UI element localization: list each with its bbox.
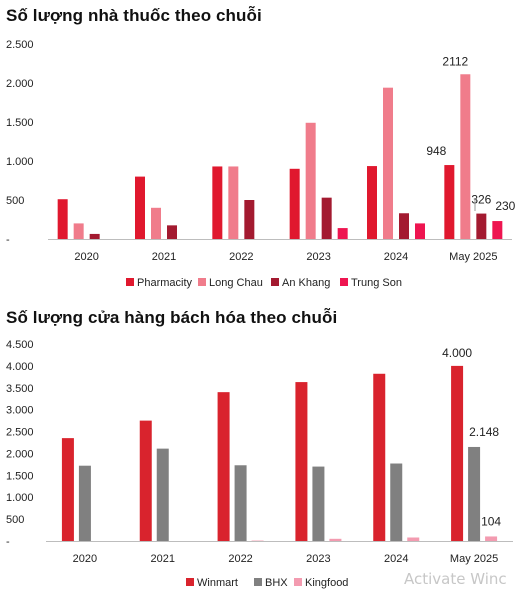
bar-an-khang-2020: [89, 233, 100, 239]
bar-an-khang-2022: [244, 200, 255, 239]
pharmacy-chain-chart: 2.500 2.000 1.500 1.000 500 - 2020 2021 2022 2023…: [6, 39, 516, 289]
data-label: 4.000: [442, 346, 472, 360]
x-tick-label: May 2025: [449, 251, 497, 263]
data-label: 326: [471, 193, 491, 207]
legend-label-long-chau: Long Chau: [209, 277, 263, 289]
bar-bhx-2023: [312, 466, 325, 541]
data-label: 2.148: [469, 425, 499, 439]
bar-pharmacity-2021: [135, 176, 145, 239]
legend-label-bhx: BHX: [265, 577, 288, 589]
legend-swatch-trung-son: [340, 278, 348, 286]
bar-pharmacity-2020: [57, 199, 68, 239]
data-label: 2112: [442, 54, 468, 68]
y-tick-label: 4.500: [6, 339, 34, 351]
legend-label-an-khang: An Khang: [282, 277, 330, 289]
y-tick-label: 2.000: [6, 78, 34, 90]
bar-winmart-may-2025: [451, 365, 464, 541]
bar-trung-son-2024: [415, 223, 425, 239]
bar-winmart-2021: [139, 420, 152, 541]
x-tick-label: 2022: [228, 553, 252, 565]
y-tick-label: 3.500: [6, 383, 34, 395]
bar-winmart-2024: [373, 373, 386, 541]
x-tick-label: 2022: [229, 251, 253, 263]
legend-swatch-an-khang: [271, 278, 279, 286]
x-tick-label: 2021: [152, 251, 176, 263]
bar-winmart-2023: [295, 382, 308, 541]
x-tick-label: 2020: [73, 553, 97, 565]
x-tick-label: 2021: [151, 553, 175, 565]
data-label: 104: [481, 514, 501, 528]
legend-label-trung-son: Trung Son: [351, 277, 402, 289]
y-tick-label: 2.000: [6, 448, 34, 460]
activate-windows-watermark: Activate Winc: [404, 570, 507, 588]
legend-label-kingfood: Kingfood: [305, 577, 348, 589]
bar-bhx-2021: [156, 448, 169, 541]
chart-title-pharmacies: Số lượng nhà thuốc theo chuỗi: [6, 6, 262, 25]
bar-long-chau-may-2025: [460, 74, 471, 239]
bar-an-khang-2021: [167, 225, 177, 239]
y-tick-label: 2.500: [6, 427, 34, 439]
legend-swatch-winmart: [186, 578, 194, 586]
bar-bhx-2024: [390, 463, 403, 541]
bar-bhx-2020: [78, 465, 91, 541]
y-tick-label: 1.000: [6, 156, 34, 168]
bar-pharmacity-may-2025: [444, 165, 455, 239]
bar-an-khang-2023: [321, 197, 332, 239]
legend-swatch-long-chau: [198, 278, 206, 286]
bar-kingfood-2023: [329, 538, 342, 541]
bar-bhx-may-2025: [468, 446, 481, 541]
bar-an-khang-2024: [399, 213, 409, 239]
bar-pharmacity-2024: [367, 166, 377, 239]
bar-long-chau-2024: [383, 87, 393, 240]
bar-an-khang-may-2025: [476, 213, 487, 239]
y-tick-label: 500: [6, 514, 24, 526]
bar-long-chau-2023: [305, 122, 316, 239]
y-tick-label: -: [6, 234, 10, 246]
y-tick-label: -: [6, 536, 10, 548]
bar-kingfood-2024: [407, 537, 420, 541]
x-tick-label: May 2025: [450, 553, 498, 565]
legend-swatch-bhx: [254, 578, 262, 586]
x-tick-label: 2020: [74, 251, 98, 263]
y-tick-label: 2.500: [6, 39, 34, 51]
y-tick-label: 1.500: [6, 470, 34, 482]
y-tick-label: 1.500: [6, 117, 34, 129]
bar-pharmacity-2022: [212, 166, 223, 239]
x-tick-label: 2024: [384, 553, 408, 565]
bar-long-chau-2022: [228, 166, 239, 239]
bar-winmart-2020: [61, 438, 74, 541]
x-tick-label: 2023: [306, 553, 330, 565]
bar-trung-son-may-2025: [492, 221, 503, 239]
bar-bhx-2022: [234, 465, 247, 541]
legend-label-winmart: Winmart: [197, 577, 238, 589]
x-tick-label: 2024: [384, 251, 408, 263]
y-tick-label: 500: [6, 195, 24, 207]
x-tick-label: 2023: [306, 251, 330, 263]
y-tick-label: 1.000: [6, 492, 34, 504]
bar-kingfood-may-2025: [485, 536, 498, 541]
bar-pharmacity-2023: [289, 168, 300, 239]
bar-trung-son-2023: [337, 228, 348, 239]
legend-swatch-kingfood: [294, 578, 302, 586]
bar-winmart-2022: [217, 392, 230, 541]
chart-title-grocery-stores: Số lượng cửa hàng bách hóa theo chuỗi: [6, 308, 338, 327]
data-label: 948: [426, 144, 446, 158]
bar-long-chau-2020: [73, 223, 84, 239]
legend-swatch-pharmacity: [126, 278, 134, 286]
y-tick-label: 3.000: [6, 405, 34, 417]
legend-label-pharmacity: Pharmacity: [137, 277, 193, 289]
data-label: 230: [495, 199, 515, 213]
bar-long-chau-2021: [151, 207, 161, 239]
y-tick-label: 4.000: [6, 361, 34, 373]
